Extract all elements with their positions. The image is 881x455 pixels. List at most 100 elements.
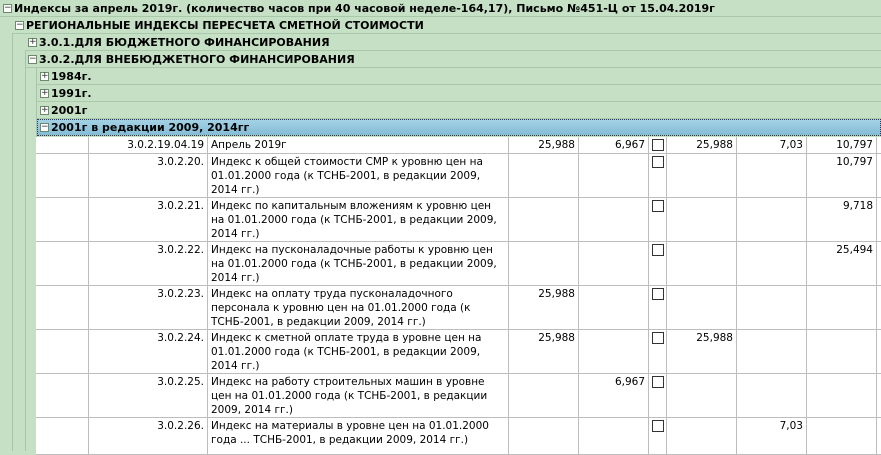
expand-icon[interactable]: + [40, 88, 49, 98]
group-row[interactable]: +2001г [37, 102, 881, 119]
v3-cell[interactable]: 25,988 [667, 330, 737, 373]
v3-cell[interactable] [667, 374, 737, 417]
v5-cell[interactable]: 10,797 [807, 137, 877, 153]
v3-cell[interactable]: 25,988 [667, 137, 737, 153]
desc-cell[interactable]: Индекс по капитальным вложениям к уровню… [208, 198, 509, 241]
expand-icon[interactable]: + [40, 105, 49, 115]
empty-cell [36, 154, 89, 197]
v4-cell[interactable] [737, 374, 807, 417]
checkbox[interactable] [652, 332, 664, 344]
v2-cell[interactable] [579, 286, 649, 329]
checkbox-cell[interactable] [649, 242, 667, 285]
checkbox-cell[interactable] [649, 286, 667, 329]
table-row[interactable]: 3.0.2.24. Индекс к сметной оплате труда в… [36, 330, 881, 374]
checkbox-cell[interactable] [649, 374, 667, 417]
v1-cell[interactable] [509, 198, 579, 241]
code-cell[interactable]: 3.0.2.19.04.19 [89, 137, 208, 153]
group-row[interactable]: −2001г в редакции 2009, 2014гг [37, 119, 881, 136]
checkbox-cell[interactable] [649, 198, 667, 241]
v3-cell[interactable] [667, 418, 737, 454]
table-row[interactable]: 3.0.2.22. Индекс на пусконаладочные работ… [36, 242, 881, 286]
group-label: 3.0.2.ДЛЯ ВНЕБЮДЖЕТНОГО ФИНАНСИРОВАНИЯ [39, 53, 355, 66]
table-row[interactable]: 3.0.2.23. Индекс на оплату труда пусконал… [36, 286, 881, 330]
expand-icon[interactable]: + [28, 37, 37, 47]
code-cell[interactable]: 3.0.2.22. [89, 242, 208, 285]
code-cell[interactable]: 3.0.2.25. [89, 374, 208, 417]
v4-cell[interactable]: 7,03 [737, 137, 807, 153]
desc-cell[interactable]: Индекс к сметной оплате труда в уровне ц… [208, 330, 509, 373]
v4-cell[interactable]: 7,03 [737, 418, 807, 454]
desc-cell[interactable]: Индекс на работу строительных машин в ур… [208, 374, 509, 417]
v4-cell[interactable] [737, 330, 807, 373]
v3-cell[interactable] [667, 198, 737, 241]
checkbox[interactable] [652, 156, 664, 168]
v3-cell[interactable] [667, 242, 737, 285]
checkbox[interactable] [652, 376, 664, 388]
code-cell[interactable]: 3.0.2.24. [89, 330, 208, 373]
checkbox-cell[interactable] [649, 137, 667, 153]
v4-cell[interactable] [737, 286, 807, 329]
table-row[interactable]: 3.0.2.20. Индекс к общей стоимости СМР к … [36, 154, 881, 198]
empty-cell [36, 374, 89, 417]
desc-cell[interactable]: Индекс на материалы в уровне цен на 01.0… [208, 418, 509, 454]
v2-cell[interactable]: 6,967 [579, 374, 649, 417]
checkbox[interactable] [652, 244, 664, 256]
v1-cell[interactable] [509, 374, 579, 417]
checkbox[interactable] [652, 139, 664, 151]
checkbox-cell[interactable] [649, 330, 667, 373]
v5-cell[interactable] [807, 286, 877, 329]
indent-line [25, 51, 26, 451]
desc-cell[interactable]: Индекс к общей стоимости СМР к уровню це… [208, 154, 509, 197]
v1-cell[interactable] [509, 242, 579, 285]
expand-icon[interactable]: + [40, 71, 49, 81]
collapse-icon[interactable]: − [28, 54, 37, 64]
v2-cell[interactable] [579, 242, 649, 285]
group-row[interactable]: − РЕГИОНАЛЬНЫЕ ИНДЕКСЫ ПЕРЕСЧЕТА СМЕТНОЙ … [12, 17, 881, 34]
v3-cell[interactable] [667, 154, 737, 197]
checkbox-cell[interactable] [649, 154, 667, 197]
v2-cell[interactable] [579, 198, 649, 241]
checkbox[interactable] [652, 288, 664, 300]
checkbox[interactable] [652, 420, 664, 432]
table-row[interactable]: 3.0.2.21. Индекс по капитальным вложениям… [36, 198, 881, 242]
v2-cell[interactable] [579, 330, 649, 373]
v5-cell[interactable] [807, 418, 877, 454]
v4-cell[interactable] [737, 154, 807, 197]
group-row[interactable]: − Индексы за апрель 2019г. (количество ча… [0, 0, 881, 17]
table-row[interactable]: 3.0.2.19.04.19 Апрель 2019г 25,988 6,967 25,… [36, 137, 881, 154]
group-row[interactable]: +1984г. [37, 68, 881, 85]
v5-cell[interactable] [807, 374, 877, 417]
v1-cell[interactable]: 25,988 [509, 330, 579, 373]
v2-cell[interactable]: 6,967 [579, 137, 649, 153]
collapse-icon[interactable]: − [3, 3, 12, 13]
v5-cell[interactable]: 10,797 [807, 154, 877, 197]
collapse-icon[interactable]: − [15, 20, 24, 30]
code-cell[interactable]: 3.0.2.26. [89, 418, 208, 454]
v1-cell[interactable]: 25,988 [509, 286, 579, 329]
v5-cell[interactable]: 9,718 [807, 198, 877, 241]
code-cell[interactable]: 3.0.2.21. [89, 198, 208, 241]
code-cell[interactable]: 3.0.2.20. [89, 154, 208, 197]
desc-cell[interactable]: Индекс на пусконаладочные работы к уровн… [208, 242, 509, 285]
desc-cell[interactable]: Индекс на оплату труда пусконаладочного … [208, 286, 509, 329]
collapse-icon[interactable]: − [40, 122, 49, 132]
v1-cell[interactable]: 25,988 [509, 137, 579, 153]
v4-cell[interactable] [737, 242, 807, 285]
v2-cell[interactable] [579, 154, 649, 197]
checkbox[interactable] [652, 200, 664, 212]
v1-cell[interactable] [509, 154, 579, 197]
group-row[interactable]: −3.0.2.ДЛЯ ВНЕБЮДЖЕТНОГО ФИНАНСИРОВАНИЯ [25, 51, 881, 68]
code-cell[interactable]: 3.0.2.23. [89, 286, 208, 329]
desc-cell[interactable]: Апрель 2019г [208, 137, 509, 153]
v5-cell[interactable]: 25,494 [807, 242, 877, 285]
table-row[interactable]: 3.0.2.25. Индекс на работу строительных м… [36, 374, 881, 418]
group-row[interactable]: +1991г. [37, 85, 881, 102]
group-row[interactable]: +3.0.1.ДЛЯ БЮДЖЕТНОГО ФИНАНСИРОВАНИЯ [25, 34, 881, 51]
checkbox-cell[interactable] [649, 418, 667, 454]
v5-cell[interactable] [807, 330, 877, 373]
v2-cell[interactable] [579, 418, 649, 454]
table-row[interactable]: 3.0.2.26. Индекс на материалы в уровне це… [36, 418, 881, 455]
v3-cell[interactable] [667, 286, 737, 329]
v1-cell[interactable] [509, 418, 579, 454]
v4-cell[interactable] [737, 198, 807, 241]
